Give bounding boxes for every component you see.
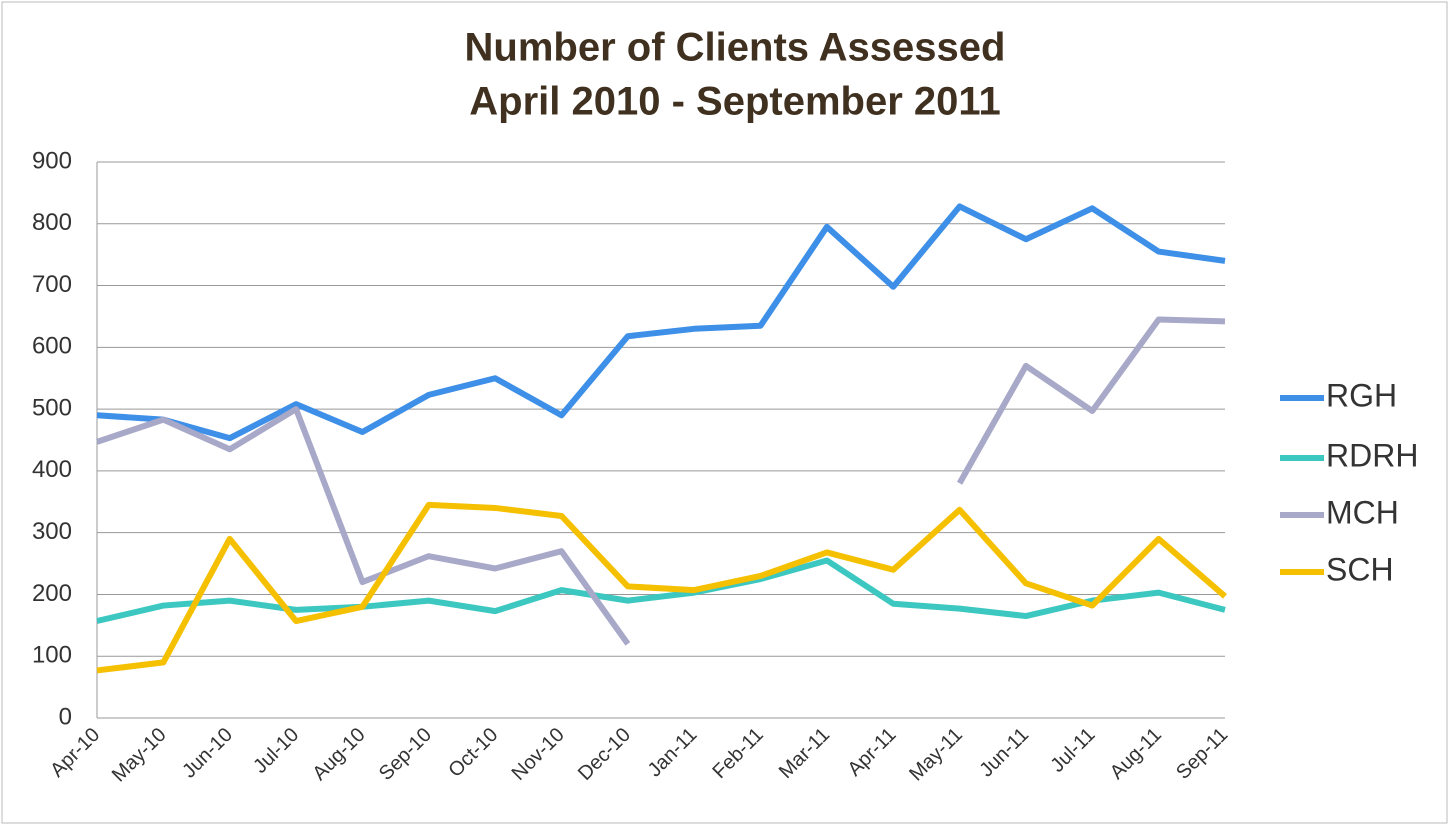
y-tick-label: 800: [32, 209, 72, 236]
legend-label: RDRH: [1326, 437, 1418, 473]
y-tick-label: 500: [32, 394, 72, 421]
y-tick-label: 200: [32, 580, 72, 607]
y-tick-label: 100: [32, 642, 72, 669]
y-tick-label: 400: [32, 456, 72, 483]
chart-title: Number of Clients Assessed: [465, 26, 1006, 70]
y-tick-label: 900: [32, 147, 72, 174]
y-tick-label: 0: [59, 703, 72, 730]
chart-title: April 2010 - September 2011: [469, 80, 1000, 124]
legend-label: MCH: [1326, 494, 1399, 530]
series-line: [96, 203, 1226, 442]
y-tick-label: 600: [32, 333, 72, 360]
y-tick-label: 700: [32, 271, 72, 298]
series-line: [96, 316, 1226, 646]
legend-label: SCH: [1326, 551, 1394, 587]
series-line: [96, 501, 1227, 674]
y-tick-label: 300: [32, 518, 72, 545]
legend-label: RGH: [1326, 377, 1397, 413]
